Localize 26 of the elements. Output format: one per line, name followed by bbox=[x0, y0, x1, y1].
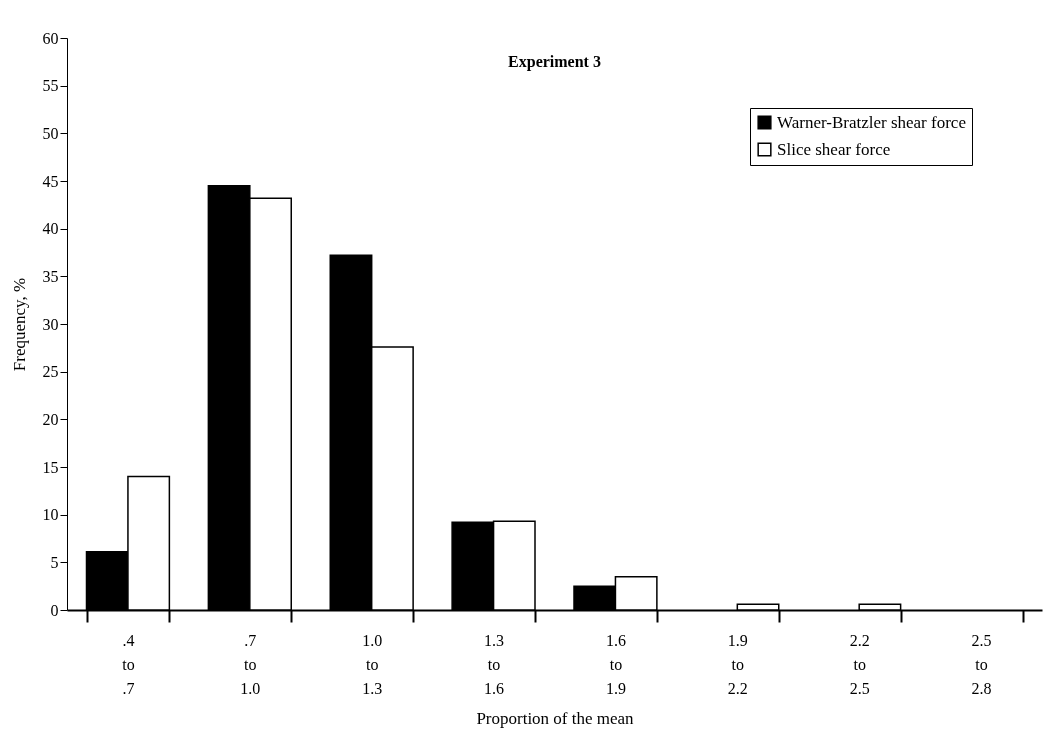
y-tick-label: 5 bbox=[50, 553, 59, 571]
x-tick-label: 1.6 to 1.9 bbox=[605, 631, 626, 697]
x-tick-label: 2.5 to 2.8 bbox=[971, 631, 992, 697]
y-tick-label: 40 bbox=[42, 220, 59, 238]
y-tick-label: 15 bbox=[42, 458, 59, 476]
y-tick-label: 25 bbox=[42, 363, 59, 381]
x-axis-title: Proportion of the mean bbox=[476, 708, 635, 728]
x-tick-label: 1.9 to 2.2 bbox=[727, 631, 748, 697]
y-axis-title: Frequency, % bbox=[9, 277, 29, 372]
y-tick-label: 45 bbox=[42, 172, 59, 190]
legend-label: Slice shear force bbox=[777, 139, 891, 159]
y-tick-label: 60 bbox=[42, 29, 59, 47]
y-tick-label: 20 bbox=[42, 410, 59, 428]
y-tick-label: 55 bbox=[42, 77, 59, 95]
x-tick-label: .7 to 1.0 bbox=[240, 631, 261, 697]
y-tick-label: 30 bbox=[42, 315, 59, 333]
legend-label: Warner-Bratzler shear force bbox=[777, 112, 966, 132]
y-tick-label: 50 bbox=[42, 124, 59, 142]
y-tick-label: 35 bbox=[42, 267, 59, 285]
y-tick-label: 10 bbox=[42, 506, 59, 524]
x-tick-label: .4 to .7 bbox=[122, 631, 135, 697]
text: Experiment 3 bbox=[508, 53, 601, 71]
x-tick-label: 2.2 to 2.5 bbox=[849, 631, 870, 697]
y-tick-label: 0 bbox=[50, 601, 59, 619]
x-tick-label: 1.3 to 1.6 bbox=[484, 631, 505, 697]
x-tick-label: 1.0 to 1.3 bbox=[362, 631, 383, 697]
